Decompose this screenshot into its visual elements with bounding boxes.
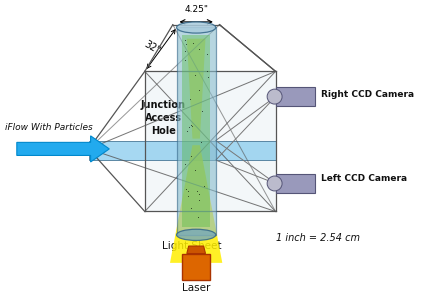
- Ellipse shape: [267, 176, 282, 191]
- Polygon shape: [275, 174, 314, 193]
- Text: Junction
Access
Hole: Junction Access Hole: [141, 100, 186, 136]
- Text: Laser: Laser: [181, 283, 210, 293]
- Text: Right CCD Camera: Right CCD Camera: [321, 90, 414, 99]
- Ellipse shape: [267, 89, 282, 104]
- Polygon shape: [89, 140, 275, 160]
- Text: 1 inch = 2.54 cm: 1 inch = 2.54 cm: [275, 233, 359, 243]
- Polygon shape: [144, 72, 275, 212]
- Polygon shape: [182, 35, 210, 227]
- Text: 32": 32": [142, 39, 162, 57]
- Text: Left CCD Camera: Left CCD Camera: [321, 174, 406, 183]
- Ellipse shape: [176, 22, 215, 33]
- Polygon shape: [187, 246, 205, 254]
- Text: iFlow With Particles: iFlow With Particles: [5, 123, 92, 132]
- Polygon shape: [17, 136, 109, 162]
- Polygon shape: [275, 87, 314, 106]
- Polygon shape: [176, 27, 215, 235]
- Polygon shape: [182, 254, 210, 280]
- Text: 4.25": 4.25": [184, 5, 207, 14]
- Polygon shape: [187, 39, 205, 139]
- Ellipse shape: [176, 229, 215, 240]
- Text: Light Sheet: Light Sheet: [161, 241, 221, 251]
- Polygon shape: [170, 145, 222, 263]
